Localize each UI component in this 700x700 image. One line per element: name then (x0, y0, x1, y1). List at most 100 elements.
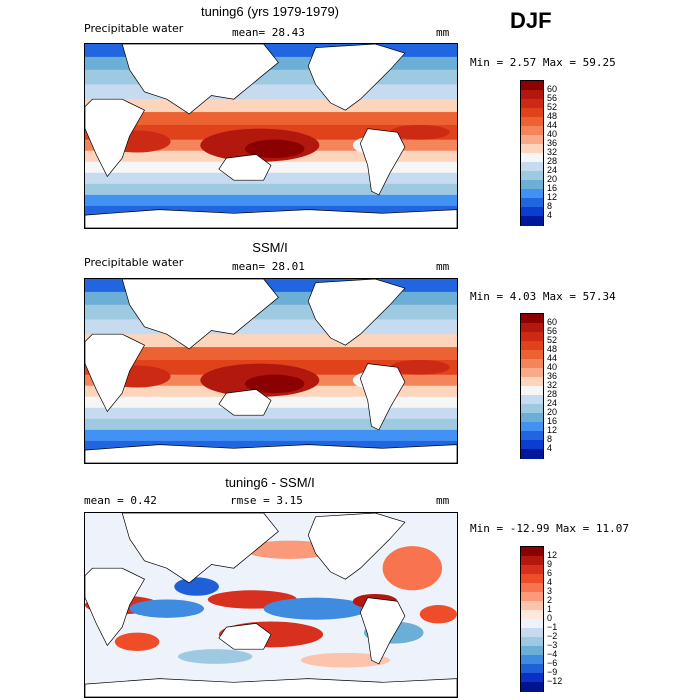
colorbar-segment (521, 440, 543, 450)
colorbar-segment (521, 610, 543, 620)
colorbar-tick-label: 32 (547, 380, 558, 390)
colorbar-tick-label: 1 (547, 604, 553, 614)
atlantic-max (390, 359, 450, 375)
colorbar-tick-label: 52 (547, 335, 558, 345)
colorbar-segment (521, 341, 543, 351)
min-value: 2.57 (509, 56, 537, 69)
colorbar-segment (521, 431, 543, 441)
colorbar-tick-label: −4 (547, 649, 558, 659)
anomaly-region (114, 632, 160, 651)
colorbar: 12 9 6 4 3 2 1 0 −1 −2 −3 −4 −6 −9 −12 (520, 546, 562, 692)
colorbar-tick-label: 3 (547, 586, 553, 596)
continent (121, 279, 279, 350)
colorbar-tick-label: 56 (547, 326, 558, 336)
continent (85, 333, 145, 413)
colorbar-tick-label: 6 (547, 568, 553, 578)
continent (359, 128, 406, 196)
variable-label: Precipitable water (84, 22, 184, 35)
panel-title: SSM/I (252, 240, 288, 255)
mean-label: mean = 0.42 (84, 494, 157, 507)
mean-value: 28.43 (271, 26, 305, 39)
colorbar-segment (521, 377, 543, 387)
colorbar-tick-label: 44 (547, 353, 558, 363)
colorbar-segment (521, 126, 543, 136)
colorbar-tick-label: 12 (547, 550, 558, 560)
precipitable-water-map (85, 44, 457, 228)
colorbar-segment (521, 81, 543, 91)
colorbar-segment (521, 395, 543, 405)
colorbar-tick-label: 8 (547, 201, 553, 211)
colorbar-tick-label: 4 (547, 210, 553, 220)
min-value: 4.03 (509, 290, 537, 303)
colorbar-tick-label: −3 (547, 640, 558, 650)
value-band (85, 112, 457, 126)
colorbar-tick-label: 16 (547, 416, 558, 426)
colorbar-tick-label: 48 (547, 344, 558, 354)
colorbar-segment (521, 386, 543, 396)
colorbar-tick-label: 40 (547, 362, 558, 372)
colorbar-segment (521, 171, 543, 181)
min-max-label: Min = 2.57 Max = 59.25 (470, 56, 616, 69)
colorbar-segment (521, 314, 543, 324)
colorbar-segment (521, 153, 543, 163)
colorbar-tick-label: 60 (547, 84, 558, 94)
colorbar-segment (521, 404, 543, 414)
continent (218, 623, 272, 650)
colorbar: 60 56 52 48 44 40 36 32 28 24 20 16 12 8 4 (520, 80, 557, 226)
anomaly-region (419, 605, 457, 624)
units-label: mm (436, 26, 450, 39)
colorbar-tick-label: −1 (547, 622, 558, 632)
colorbar-tick-label: 0 (547, 613, 553, 623)
colorbar-segment (521, 108, 543, 118)
colorbar-segment (521, 216, 543, 226)
colorbar-tick-label: 48 (547, 111, 558, 121)
continent (121, 44, 279, 115)
colorbar-segment (521, 350, 543, 360)
colorbar-tick-label: 36 (547, 371, 558, 381)
mean-value: 28.01 (271, 260, 305, 273)
continent (359, 597, 406, 665)
anomaly-region (263, 597, 368, 620)
continent (85, 98, 145, 178)
colorbar-tick-label: 2 (547, 595, 553, 605)
atlantic-max (390, 124, 450, 140)
continent (85, 444, 457, 463)
colorbar-segment (521, 565, 543, 575)
colorbar-segment (521, 592, 543, 602)
map-frame (84, 512, 458, 698)
mean-value: 0.42 (130, 494, 157, 507)
colorbar-tick-label: 24 (547, 398, 558, 408)
colorbar-tick-label: 16 (547, 183, 558, 193)
colorbar-segment (521, 332, 543, 342)
continent (307, 513, 406, 580)
continent (359, 363, 406, 431)
colorbar-segment (521, 673, 543, 683)
warm-pool-core (244, 139, 305, 159)
continent (85, 678, 457, 697)
map-frame (84, 43, 458, 229)
colorbar-segment (521, 135, 543, 145)
colorbar-tick-label: 60 (547, 317, 558, 327)
precipitable-water-map (85, 279, 457, 463)
value-band (85, 396, 457, 409)
units-label: mm (436, 494, 450, 507)
map-frame (84, 278, 458, 464)
colorbar-tick-label: −6 (547, 658, 558, 668)
colorbar-segment (521, 619, 543, 629)
continent (218, 389, 272, 416)
colorbar-segment (521, 583, 543, 593)
colorbar-segment (521, 359, 543, 369)
colorbar-segment (521, 189, 543, 199)
colorbar-segment (521, 449, 543, 459)
colorbar-segment (521, 117, 543, 127)
colorbar-tick-label: 20 (547, 174, 558, 184)
colorbar-tick-label: 4 (547, 443, 553, 453)
colorbar-tick-label: 9 (547, 559, 553, 569)
anomaly-region (382, 546, 443, 591)
colorbar-segment (521, 162, 543, 172)
colorbar-tick-label: 36 (547, 138, 558, 148)
continent (85, 567, 145, 647)
anomaly-region (174, 577, 219, 596)
colorbar-segment (521, 413, 543, 423)
warm-pool-core (244, 374, 305, 394)
